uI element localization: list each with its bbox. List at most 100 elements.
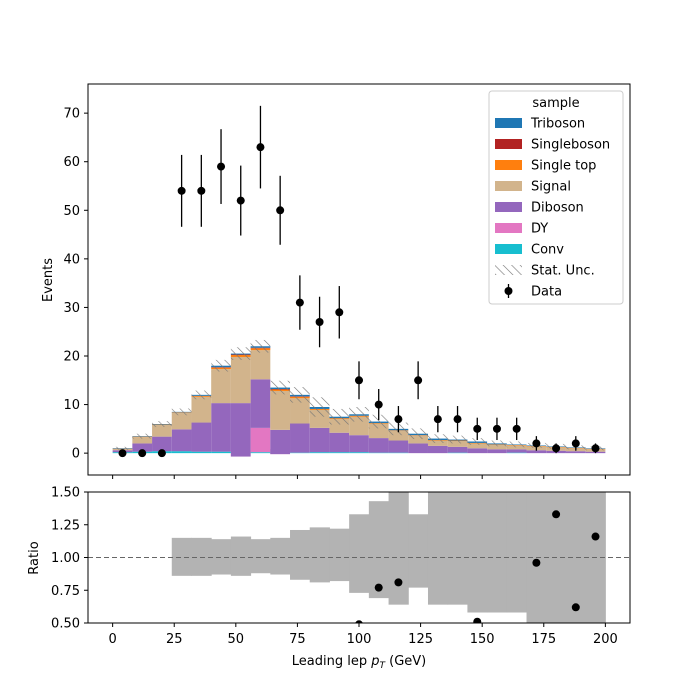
main-ytick-label-1: 10 bbox=[63, 398, 80, 413]
ratio-point-2 bbox=[394, 578, 403, 587]
ratio-unc-band-6 bbox=[290, 529, 311, 580]
stat-unc-band-3 bbox=[171, 408, 192, 416]
ratio-xtick-label-1: 25 bbox=[166, 632, 183, 647]
legend-label-diboson: Diboson bbox=[531, 201, 584, 216]
ratio-point-1 bbox=[374, 583, 383, 592]
legend-label-dy: DY bbox=[531, 222, 548, 237]
stat-unc-band-16 bbox=[427, 434, 448, 443]
main-x-axis bbox=[112, 475, 606, 479]
data-point-11 bbox=[335, 308, 344, 317]
ratio-unc-band-10 bbox=[368, 501, 390, 599]
ratio-point-0 bbox=[355, 620, 363, 623]
legend-swatch-diboson bbox=[495, 202, 522, 212]
legend-label-conv: Conv bbox=[531, 243, 564, 258]
data-point-4 bbox=[197, 186, 206, 195]
ratio-xtick-label-4: 100 bbox=[347, 632, 372, 647]
legend-label-triboson: Triboson bbox=[530, 117, 585, 132]
legend-label-signal: Signal bbox=[531, 180, 571, 195]
data-point-12 bbox=[355, 376, 363, 385]
ratio-ytick-label-3: 1.25 bbox=[51, 518, 80, 533]
data-point-6 bbox=[236, 196, 245, 205]
data-point-13 bbox=[374, 400, 383, 409]
bar-diboson-3 bbox=[171, 429, 192, 452]
legend-frame bbox=[488, 90, 624, 305]
data-point-20 bbox=[512, 424, 521, 433]
stat-unc-band-12 bbox=[349, 407, 369, 422]
ratio-unc-band-13 bbox=[427, 492, 449, 605]
stat-unc-band-11 bbox=[329, 408, 350, 425]
bar-signal-1 bbox=[132, 437, 153, 444]
data-point-15 bbox=[414, 376, 423, 385]
main-ytick-label-5: 50 bbox=[63, 204, 80, 219]
ratio-ytick-label-0: 0.50 bbox=[51, 617, 80, 632]
bar-conv-17 bbox=[447, 452, 468, 454]
ratio-unc-band-2 bbox=[211, 539, 232, 575]
data-point-18 bbox=[473, 424, 482, 433]
stat-unc-band-17 bbox=[447, 435, 468, 444]
bar-diboson-7 bbox=[250, 379, 271, 428]
ratio-unc-band-20 bbox=[565, 492, 587, 623]
ratio-xtick-label-7: 175 bbox=[531, 632, 556, 647]
legend-swatch-stat-unc bbox=[495, 265, 522, 275]
bar-signal-16 bbox=[427, 440, 448, 446]
bar-conv-7 bbox=[250, 452, 271, 454]
data-point-7 bbox=[256, 143, 265, 152]
ratio-panel: 0.50 0.75 1.00 1.25 1.50 0 25 50 75 100 125 150 175… bbox=[27, 486, 631, 671]
legend-title: sample bbox=[532, 96, 579, 111]
main-ytick-label-3: 30 bbox=[63, 301, 80, 316]
stat-unc-band-18 bbox=[467, 438, 488, 445]
stat-unc-band-15 bbox=[408, 428, 428, 440]
stat-unc-band-10 bbox=[309, 397, 330, 417]
bar-signal-7 bbox=[250, 350, 271, 380]
bar-signal-5 bbox=[211, 369, 231, 404]
data-point-3 bbox=[177, 186, 186, 195]
ratio-plot-area bbox=[88, 492, 630, 623]
ratio-unc-band-8 bbox=[329, 528, 350, 582]
bar-diboson-15 bbox=[408, 443, 428, 454]
bar-diboson-23 bbox=[565, 451, 586, 454]
ratio-unc-band-12 bbox=[408, 514, 429, 588]
stat-unc-band-2 bbox=[152, 421, 172, 427]
bar-conv-11 bbox=[329, 452, 350, 454]
bar-signal-15 bbox=[408, 435, 428, 444]
bar-conv-12 bbox=[349, 452, 369, 454]
ratio-xtick-label-0: 0 bbox=[108, 632, 116, 647]
legend-swatch-singleboson bbox=[495, 139, 522, 149]
ratio-unc-band-14 bbox=[447, 492, 468, 605]
data-point-14 bbox=[394, 415, 403, 424]
ratio-unc-band-5 bbox=[270, 537, 291, 575]
ratio-x-axis-label: Leading lep pT (GeV) bbox=[292, 654, 426, 671]
bar-diboson-6 bbox=[230, 403, 251, 457]
ratio-unc-band-0 bbox=[171, 537, 192, 576]
legend-swatch-single-top bbox=[495, 160, 522, 170]
data-point-5 bbox=[217, 162, 226, 171]
bar-signal-9 bbox=[290, 398, 310, 424]
ratio-unc-band-16 bbox=[487, 492, 508, 613]
main-y-axis-label: Events bbox=[41, 258, 56, 302]
legend-label-singleboson: Singleboson bbox=[531, 138, 610, 153]
bar-diboson-10 bbox=[309, 427, 330, 453]
data-point-1 bbox=[138, 449, 147, 458]
bar-signal-4 bbox=[191, 396, 212, 423]
data-point-8 bbox=[276, 206, 285, 215]
legend-swatch-dy bbox=[495, 223, 522, 233]
bar-signal-8 bbox=[270, 390, 291, 430]
stat-unc-band-5 bbox=[211, 359, 231, 372]
bar-conv-3 bbox=[171, 451, 192, 454]
ratio-point-7 bbox=[591, 532, 600, 541]
bar-diboson-8 bbox=[270, 429, 291, 455]
main-panel: 0 10 20 30 40 50 60 70 Events sample Triboson Sin… bbox=[41, 83, 631, 479]
bar-signal-14 bbox=[388, 430, 409, 441]
main-ytick-label-2: 20 bbox=[63, 350, 80, 365]
bar-diboson-19 bbox=[487, 449, 507, 454]
bar-diboson-9 bbox=[290, 423, 310, 453]
legend-swatch-conv bbox=[495, 244, 522, 254]
stat-unc-band-19 bbox=[487, 440, 507, 447]
stat-unc-band-20 bbox=[506, 441, 527, 448]
stat-unc-band-0 bbox=[112, 446, 133, 450]
bar-diboson-18 bbox=[467, 448, 488, 454]
bar-conv-9 bbox=[290, 452, 310, 454]
main-ytick-label-4: 40 bbox=[63, 252, 80, 267]
data-point-0 bbox=[118, 449, 127, 458]
